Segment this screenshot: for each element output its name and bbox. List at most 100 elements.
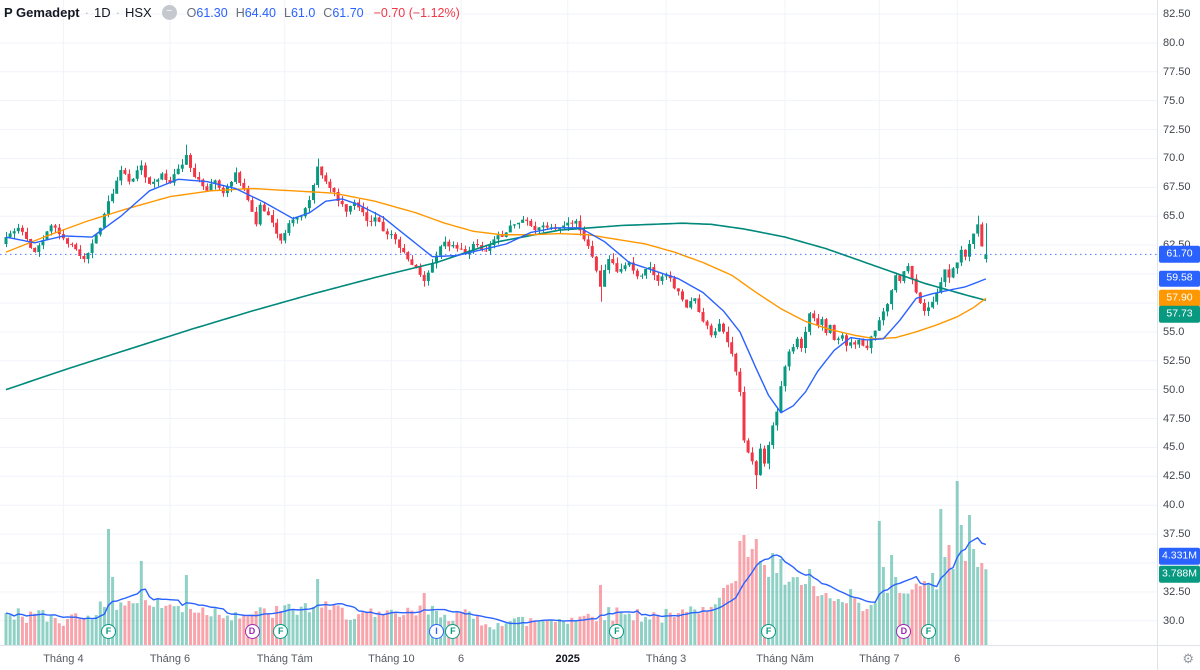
volume-badge: 4.331M <box>1159 548 1200 565</box>
volume-bar <box>508 621 512 645</box>
volume-bar <box>701 607 705 645</box>
volume-bar <box>881 567 885 645</box>
volume-bar <box>496 623 500 645</box>
volume-bar <box>107 529 110 645</box>
volume-bar <box>549 620 553 645</box>
volume-bar <box>467 611 471 645</box>
price-badge: 57.90 <box>1159 290 1200 307</box>
volume-bar <box>709 606 713 645</box>
candle-body <box>869 336 873 349</box>
volume-bar <box>890 555 894 645</box>
candle-body <box>213 180 217 184</box>
event-marker-f[interactable]: F <box>101 624 116 639</box>
candle-body <box>320 166 324 176</box>
candle-body <box>250 200 254 212</box>
candle-body <box>820 319 824 325</box>
candle-body <box>418 267 422 275</box>
volume-bar <box>574 621 578 645</box>
volume-bar <box>94 615 98 645</box>
candle-body <box>734 353 738 372</box>
volume-bar <box>365 611 369 645</box>
high-label: H <box>235 5 245 20</box>
volume-bar <box>713 604 717 645</box>
candle-body <box>906 265 910 272</box>
candle-body <box>74 244 78 250</box>
candle-body <box>463 248 467 255</box>
high-value: 64.40 <box>244 5 276 20</box>
volume-bar <box>184 575 188 645</box>
candle-body <box>512 224 516 226</box>
event-marker-f[interactable]: F <box>609 624 625 639</box>
candle-body <box>328 181 332 188</box>
candle-body <box>590 246 594 257</box>
volume-bar <box>660 622 664 645</box>
event-marker-d[interactable]: D <box>244 624 260 639</box>
candle-body <box>316 166 320 186</box>
legend-collapse-icon[interactable]: − <box>161 5 177 20</box>
volume-bar <box>763 565 766 645</box>
candle-body <box>135 170 139 179</box>
legend-separator: · <box>115 5 120 20</box>
price-tick-label: 45.0 <box>1163 441 1185 454</box>
candle-body <box>648 267 652 270</box>
symbol-title[interactable]: P Gemadept <box>4 5 80 20</box>
volume-bar <box>488 627 492 645</box>
candle-body <box>283 232 287 241</box>
candle-body <box>943 269 947 283</box>
price-axis[interactable]: 82.5080.077.5075.072.5070.067.5065.062.5… <box>1157 0 1200 645</box>
candle-body <box>139 165 143 171</box>
volume-bar <box>562 621 566 645</box>
volume-bar <box>197 612 201 645</box>
volume-bar <box>500 626 504 645</box>
candle-body <box>656 275 660 281</box>
event-marker-i[interactable]: I <box>429 624 444 639</box>
candle-body <box>336 191 340 201</box>
event-marker-f[interactable]: F <box>921 624 936 639</box>
volume-bar <box>644 616 648 645</box>
low-value: 61.0 <box>290 5 316 20</box>
volume-bar <box>418 605 422 645</box>
volume-bar <box>521 616 525 645</box>
volume-bar <box>123 605 127 645</box>
volume-bar <box>820 595 824 645</box>
candle-body <box>381 221 385 232</box>
volume-bar <box>664 608 668 645</box>
ma50-line <box>5 187 987 340</box>
candle-body <box>12 231 16 234</box>
volume-bar <box>886 592 889 645</box>
volume-bar <box>193 612 197 645</box>
candle-body <box>152 181 156 184</box>
volume-bar <box>287 603 291 645</box>
open-value: 61.30 <box>196 5 228 20</box>
candle-body <box>726 331 730 343</box>
time-axis[interactable]: Tháng 4 Tháng 6 Tháng Tám Tháng 10 6 2025 Thán… <box>0 645 1157 670</box>
interval-label[interactable]: 1D <box>93 5 111 20</box>
candle-body <box>619 269 623 272</box>
volume-bar <box>37 610 41 645</box>
volume-bar <box>828 598 832 645</box>
candle-body <box>414 264 418 268</box>
volume-bar <box>697 613 701 645</box>
volume-bar <box>918 586 922 645</box>
event-marker-d[interactable]: D <box>896 624 912 639</box>
price-tick-label: 30.0 <box>1163 614 1185 627</box>
volume-bar <box>152 606 156 645</box>
volume-bar <box>369 608 373 645</box>
event-marker-f[interactable]: F <box>761 624 777 639</box>
candle-body <box>603 270 607 287</box>
candle-body <box>49 225 53 232</box>
price-badge: 57.73 <box>1159 306 1200 323</box>
candle-body <box>931 301 935 308</box>
candle-body <box>758 448 762 476</box>
time-axis-label: Tháng 3 <box>645 653 687 665</box>
chart-legend: P Gemadept · 1D · HSX − O 61.30 H 64.40 … <box>4 5 460 20</box>
volume-bar <box>722 587 725 645</box>
volume-bar <box>225 615 229 645</box>
candle-body <box>361 207 365 213</box>
event-marker-f[interactable]: F <box>273 624 289 639</box>
event-marker-f[interactable]: F <box>445 624 461 639</box>
settings-icon[interactable]: ⚙ <box>1182 650 1194 666</box>
volume-bar <box>61 625 65 645</box>
candle-body <box>635 270 639 277</box>
